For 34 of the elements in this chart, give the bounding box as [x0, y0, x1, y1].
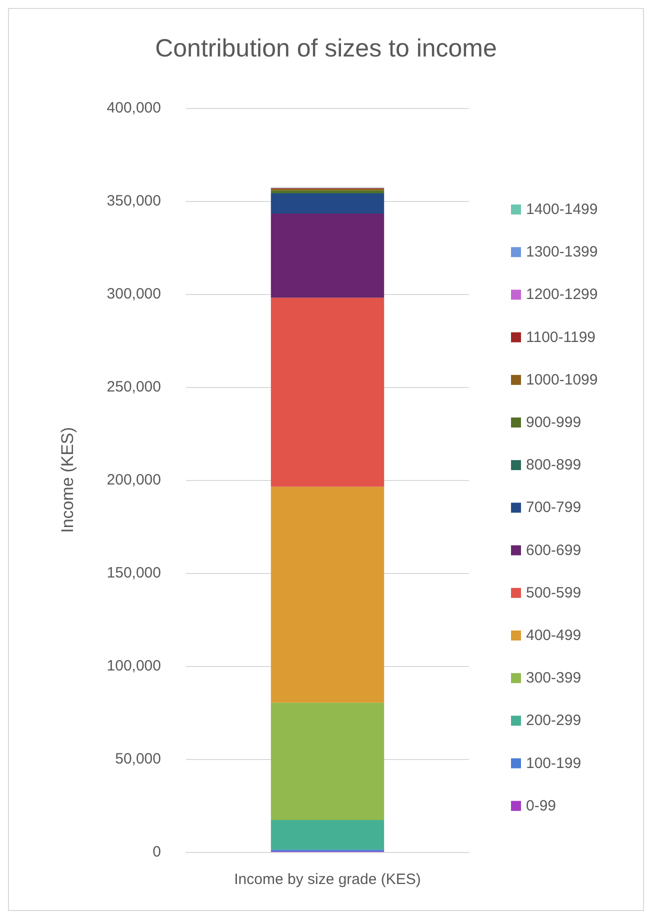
y-tick-label: 250,000 [106, 378, 161, 396]
legend-label: 1100-1199 [526, 328, 596, 346]
legend-label: 700-799 [526, 499, 582, 516]
y-tick-label: 50,000 [115, 750, 161, 768]
bar [270, 820, 384, 850]
legend-label: 800-899 [526, 456, 582, 474]
bar [270, 702, 384, 820]
y-tick-label: 300,000 [106, 286, 161, 302]
legend-label: 100-199 [526, 754, 582, 772]
y-tick-label: 400,000 [106, 100, 161, 116]
legend-label: 1400-1499 [526, 201, 598, 218]
y-tick-label: 200,000 [106, 472, 161, 488]
legend-label: 900-999 [526, 414, 582, 431]
y-tick-label: 150,000 [106, 564, 161, 582]
bar [270, 194, 384, 214]
legend-label: 1000-1099 [526, 371, 598, 388]
legend-label: 300-399 [526, 670, 582, 687]
bar [270, 298, 384, 487]
legend-label: 200-299 [526, 712, 582, 730]
bar [270, 213, 384, 298]
legend-label: 0-99 [526, 797, 556, 814]
bar [270, 190, 384, 193]
y-tick-label: 350,000 [106, 192, 161, 210]
y-tick-label: 100,000 [106, 658, 161, 674]
bar [270, 486, 384, 703]
y-axis-title: Income (KES) [58, 427, 77, 533]
legend-label: 1200-1299 [526, 286, 598, 304]
x-tick-label: Income by size grade (KES) [234, 871, 421, 888]
legend-label: 400-499 [526, 627, 582, 644]
legend-label: 500-599 [526, 584, 582, 602]
legend-label: 1300-1399 [526, 244, 598, 261]
legend-label: 600-699 [526, 542, 582, 559]
chart-title: Contribution of sizes to income [155, 34, 497, 62]
y-tick-label: 0 [152, 844, 161, 860]
